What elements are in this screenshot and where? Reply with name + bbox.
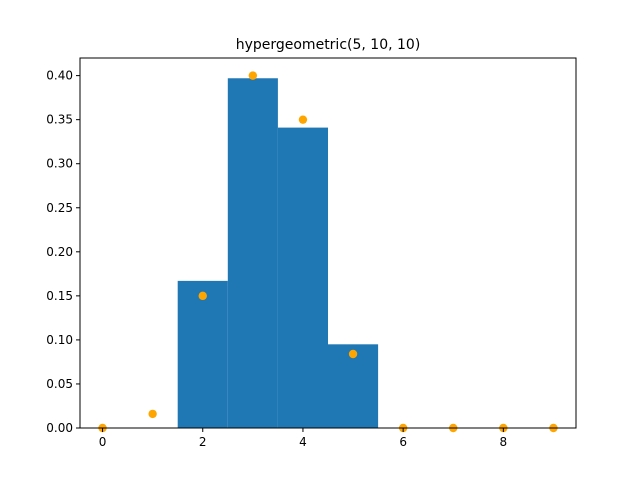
chart-title: hypergeometric(5, 10, 10) — [236, 37, 421, 53]
scatter-point-2 — [198, 291, 207, 301]
x-tick-label-2: 4 — [299, 435, 307, 449]
scatter-point-5 — [348, 349, 358, 359]
x-tick-label-0: 0 — [99, 435, 107, 449]
y-tick-label-6: 0.30 — [46, 157, 73, 171]
histogram-bar-1 — [227, 78, 278, 428]
x-tick-label-1: 2 — [199, 435, 207, 449]
scatter-point-4 — [298, 115, 308, 124]
scatter-point-3 — [248, 71, 258, 80]
y-tick-label-1: 0.05 — [46, 377, 73, 391]
y-tick-label-0: 0.00 — [46, 421, 73, 435]
scatter-point-1 — [148, 409, 157, 419]
x-tick-label-4: 8 — [500, 435, 508, 449]
x-axis: 0 2 4 6 8 — [99, 428, 507, 449]
y-tick-label-3: 0.15 — [46, 289, 73, 303]
histogram-bar-0 — [177, 280, 228, 428]
plot-area-frame — [79, 57, 577, 429]
histogram-bar-2 — [277, 127, 328, 428]
y-axis: 0.00 0.05 0.10 0.15 0.20 0.25 0.30 0.35 0.40 — [46, 69, 80, 435]
y-tick-label-7: 0.35 — [46, 113, 73, 127]
histogram-bar-3 — [328, 344, 379, 428]
y-tick-label-2: 0.10 — [46, 333, 73, 347]
histogram-bars — [177, 78, 379, 428]
y-tick-label-5: 0.25 — [46, 201, 73, 215]
y-tick-label-4: 0.20 — [46, 245, 73, 259]
x-tick-label-3: 6 — [399, 435, 407, 449]
y-tick-label-8: 0.40 — [46, 69, 73, 83]
